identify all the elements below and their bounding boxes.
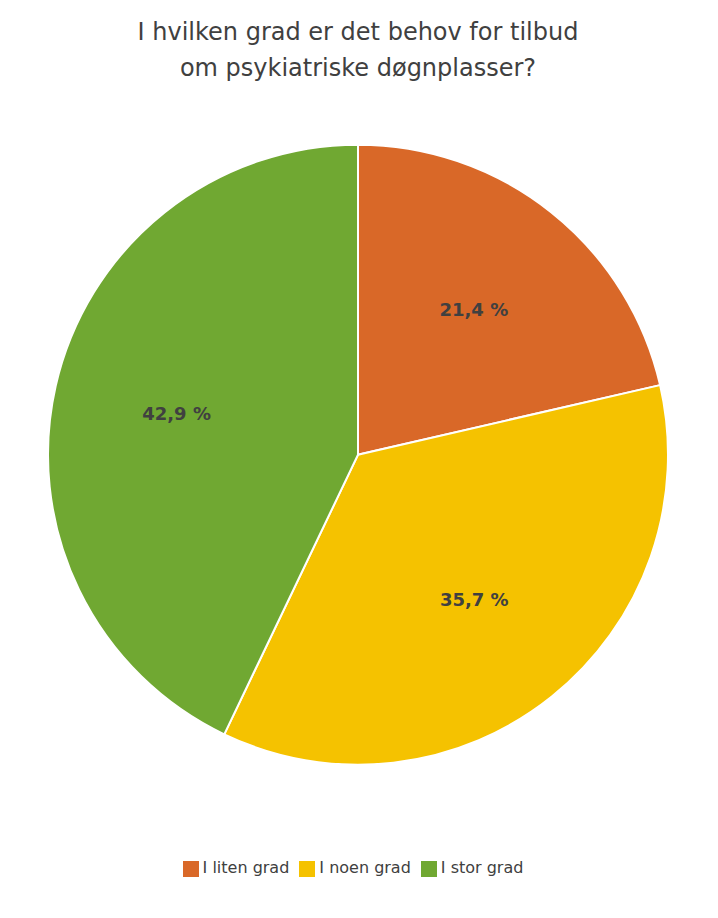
- html-text:I noen grad: I noen grad: [319, 858, 411, 877]
- svg-text:35,7 %: 35,7 %: [440, 589, 509, 610]
- svg-text:42,9 %: 42,9 %: [142, 403, 211, 424]
- html-text:om psykiatriske døgnplasser?: om psykiatriske døgnplasser?: [179, 54, 537, 82]
- html-text:I liten grad: I liten grad: [202, 858, 290, 877]
- html-text:I stor grad: I stor grad: [440, 858, 524, 877]
- svg-text:21,4 %: 21,4 %: [439, 299, 508, 320]
- html-text:I hvilken grad er det behov fo: I hvilken grad er det behov for tilbud: [137, 18, 579, 46]
